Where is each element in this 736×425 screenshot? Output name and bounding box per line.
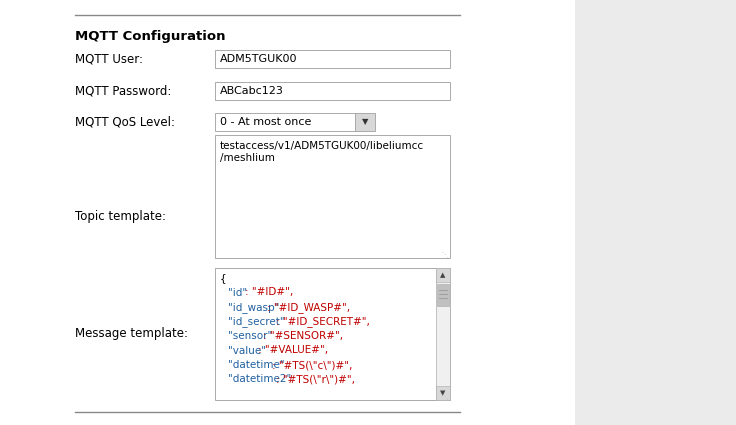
Bar xyxy=(437,284,449,306)
Text: "id": "id" xyxy=(228,287,247,298)
Text: ▼: ▼ xyxy=(362,117,368,127)
Bar xyxy=(215,50,450,68)
Text: ▲: ▲ xyxy=(440,272,446,278)
Text: "value": "value" xyxy=(228,346,266,355)
Text: MQTT User:: MQTT User: xyxy=(75,52,143,65)
Bar xyxy=(436,268,450,400)
Bar xyxy=(215,82,450,100)
Text: ADM5TGUK00: ADM5TGUK00 xyxy=(220,54,297,64)
Text: {: { xyxy=(220,273,227,283)
Bar xyxy=(215,268,450,400)
Text: : "#TS(\"c\")#",: : "#TS(\"c\")#", xyxy=(272,360,352,370)
Text: : "#VALUE#",: : "#VALUE#", xyxy=(258,346,328,355)
Text: : "#SENSOR#",: : "#SENSOR#", xyxy=(263,331,343,341)
Text: ⋱: ⋱ xyxy=(441,251,448,257)
Text: : "#TS(\"r\")#",: : "#TS(\"r\")#", xyxy=(276,374,355,385)
Text: : "#ID_SECRET#",: : "#ID_SECRET#", xyxy=(276,317,369,327)
Text: Topic template:: Topic template: xyxy=(75,210,166,223)
Text: : "#ID#",: : "#ID#", xyxy=(245,287,294,298)
Bar xyxy=(0,0,575,425)
Text: "id_secret": "id_secret" xyxy=(228,317,285,327)
Bar xyxy=(436,268,450,282)
Text: MQTT Configuration: MQTT Configuration xyxy=(75,30,225,43)
Text: ABCabc123: ABCabc123 xyxy=(220,86,284,96)
Text: 0 - At most once: 0 - At most once xyxy=(220,117,311,127)
Bar xyxy=(215,135,450,258)
Bar xyxy=(355,113,375,131)
Text: /meshlium: /meshlium xyxy=(220,153,275,163)
Text: ▼: ▼ xyxy=(440,390,446,396)
Text: Message template:: Message template: xyxy=(75,328,188,340)
Text: ⋱: ⋱ xyxy=(441,393,448,399)
Bar xyxy=(436,386,450,400)
Text: "datetime": "datetime" xyxy=(228,360,285,370)
Text: MQTT QoS Level:: MQTT QoS Level: xyxy=(75,115,175,128)
Bar xyxy=(575,0,736,425)
Text: "datetime2": "datetime2" xyxy=(228,374,291,385)
Text: MQTT Password:: MQTT Password: xyxy=(75,84,171,97)
Bar xyxy=(215,113,355,131)
Text: "sensor": "sensor" xyxy=(228,331,272,341)
Text: "id_wasp": "id_wasp" xyxy=(228,302,280,313)
Text: : "#ID_WASP#",: : "#ID_WASP#", xyxy=(267,302,350,313)
Text: testaccess/v1/ADM5TGUK00/libeliumcc: testaccess/v1/ADM5TGUK00/libeliumcc xyxy=(220,141,424,151)
